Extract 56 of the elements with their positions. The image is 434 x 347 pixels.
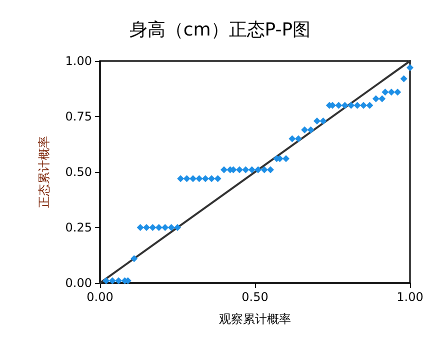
y-tick-label: 0.75	[65, 110, 92, 124]
point	[354, 102, 361, 109]
point	[177, 175, 184, 182]
point	[320, 117, 327, 124]
point	[288, 135, 296, 142]
y-tick-label: 1.00	[65, 54, 92, 68]
point	[406, 64, 414, 72]
point	[267, 166, 274, 174]
point	[236, 166, 243, 174]
x-tick-label: 1.00	[396, 290, 424, 304]
point	[254, 166, 262, 174]
point	[155, 224, 162, 231]
point	[220, 166, 228, 174]
x-axis-title: 观察累计概率	[219, 312, 291, 326]
point	[162, 224, 169, 231]
point	[190, 175, 196, 182]
point	[102, 277, 110, 284]
point	[341, 102, 348, 109]
point	[348, 102, 355, 109]
point	[360, 102, 367, 109]
chart-title: 身高（cm）正态P-P图	[129, 20, 311, 40]
point	[372, 95, 380, 102]
point	[301, 126, 308, 134]
point	[143, 224, 150, 231]
point	[382, 88, 389, 96]
point	[149, 224, 156, 231]
point	[196, 175, 203, 182]
y-axis-title: 正态累计概率	[37, 136, 51, 208]
point	[242, 166, 250, 174]
point	[214, 175, 222, 182]
y-tick-label: 0.25	[65, 220, 92, 234]
point	[108, 277, 116, 284]
point	[183, 175, 190, 182]
point	[400, 75, 408, 82]
point	[260, 166, 268, 174]
point	[115, 277, 122, 284]
x-tick-label: 0.00	[86, 290, 114, 304]
point	[294, 135, 302, 142]
point	[248, 166, 256, 174]
point	[202, 175, 209, 182]
point	[168, 224, 175, 231]
point	[174, 224, 181, 231]
point	[282, 155, 290, 162]
x-tick-label: 0.50	[242, 290, 268, 304]
point	[208, 175, 216, 182]
point	[314, 117, 320, 124]
y-tick-label: 0.50	[65, 165, 92, 179]
point	[130, 255, 138, 262]
point	[388, 88, 395, 96]
point	[366, 102, 374, 109]
y-tick-label: 0.00	[65, 276, 92, 290]
point	[335, 102, 342, 109]
point	[394, 88, 402, 96]
point	[378, 95, 386, 102]
point	[136, 224, 144, 231]
point	[307, 126, 314, 134]
